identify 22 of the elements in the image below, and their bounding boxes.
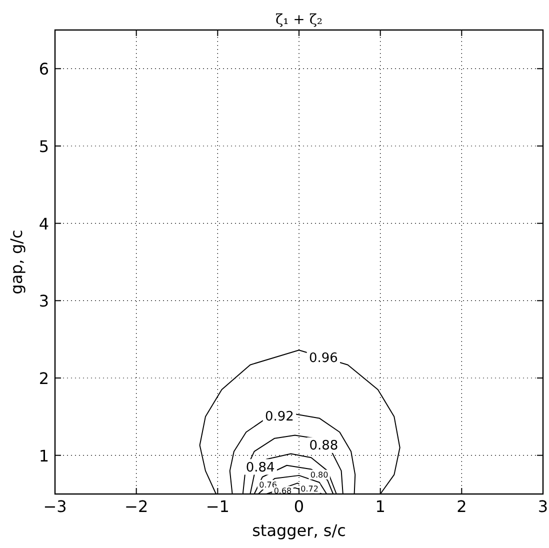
x-tick-label: 1 — [375, 497, 386, 516]
series-label: 0.92 — [265, 409, 294, 424]
series-label: 0.80 — [310, 470, 328, 480]
series-label: 0.96 — [308, 351, 338, 366]
y-tick-label: 5 — [38, 137, 49, 156]
y-tick-label: 2 — [38, 369, 49, 388]
y-tick-label: 3 — [38, 292, 49, 311]
x-tick-label: 2 — [456, 497, 467, 516]
x-tick-label: 0 — [294, 497, 304, 516]
x-tick-label: −2 — [124, 497, 148, 516]
x-tick-label: −1 — [206, 497, 230, 516]
y-tick-label: 6 — [38, 60, 49, 79]
y-tick-label: 4 — [38, 214, 49, 234]
series-label: 0.72 — [300, 484, 318, 494]
series-label: 0.84 — [246, 460, 275, 476]
chart-title: ζ₁ + ζ₂ — [275, 12, 323, 28]
y-axis-title: gap, g/c — [7, 230, 26, 294]
x-axis-title: stagger, s/c — [252, 521, 346, 540]
x-tick-label: −3 — [43, 497, 67, 516]
x-tick-label: 3 — [538, 497, 548, 516]
y-tick-label: 1 — [38, 446, 49, 466]
series-label: 0.88 — [309, 438, 338, 454]
